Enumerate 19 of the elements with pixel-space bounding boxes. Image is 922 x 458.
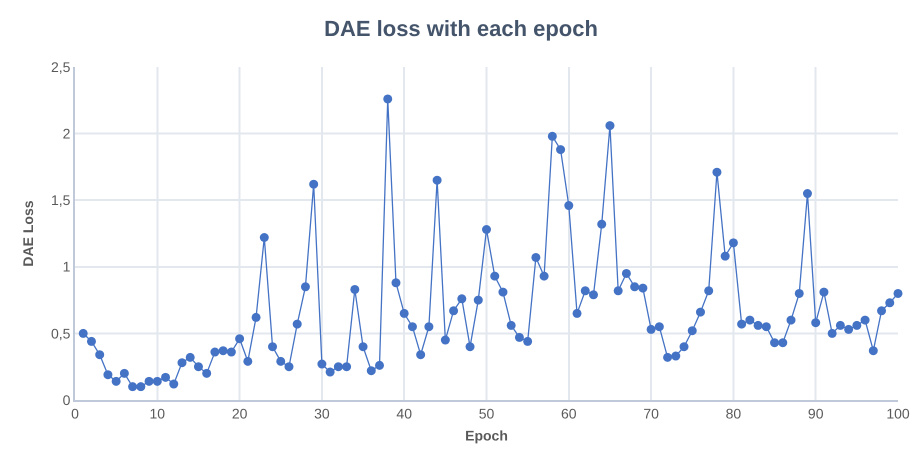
x-tick-label: 40 xyxy=(396,406,412,422)
x-tick-label: 30 xyxy=(314,406,330,422)
x-tick-label: 20 xyxy=(232,406,248,422)
x-axis-title: Epoch xyxy=(465,427,508,444)
x-tick-label: 10 xyxy=(150,406,166,422)
x-tick-label: 70 xyxy=(643,406,660,422)
x-tick-label: 100 xyxy=(886,406,910,422)
y-axis-title: DAE Loss xyxy=(20,200,36,267)
y-tick-label: 0,5 xyxy=(50,325,71,342)
chart-title: DAE loss with each epoch xyxy=(324,16,598,42)
y-tick-label: 0 xyxy=(62,392,71,408)
y-tick-label: 2,5 xyxy=(50,58,71,75)
x-tick-label: 60 xyxy=(561,406,577,422)
x-tick-label: 50 xyxy=(478,406,494,422)
y-tick-label: 1,5 xyxy=(50,192,71,208)
x-tick-label: 90 xyxy=(808,406,824,422)
y-tick-label: 2 xyxy=(62,126,71,142)
x-tick-label: 80 xyxy=(726,406,742,422)
y-tick-label: 1 xyxy=(62,258,71,275)
